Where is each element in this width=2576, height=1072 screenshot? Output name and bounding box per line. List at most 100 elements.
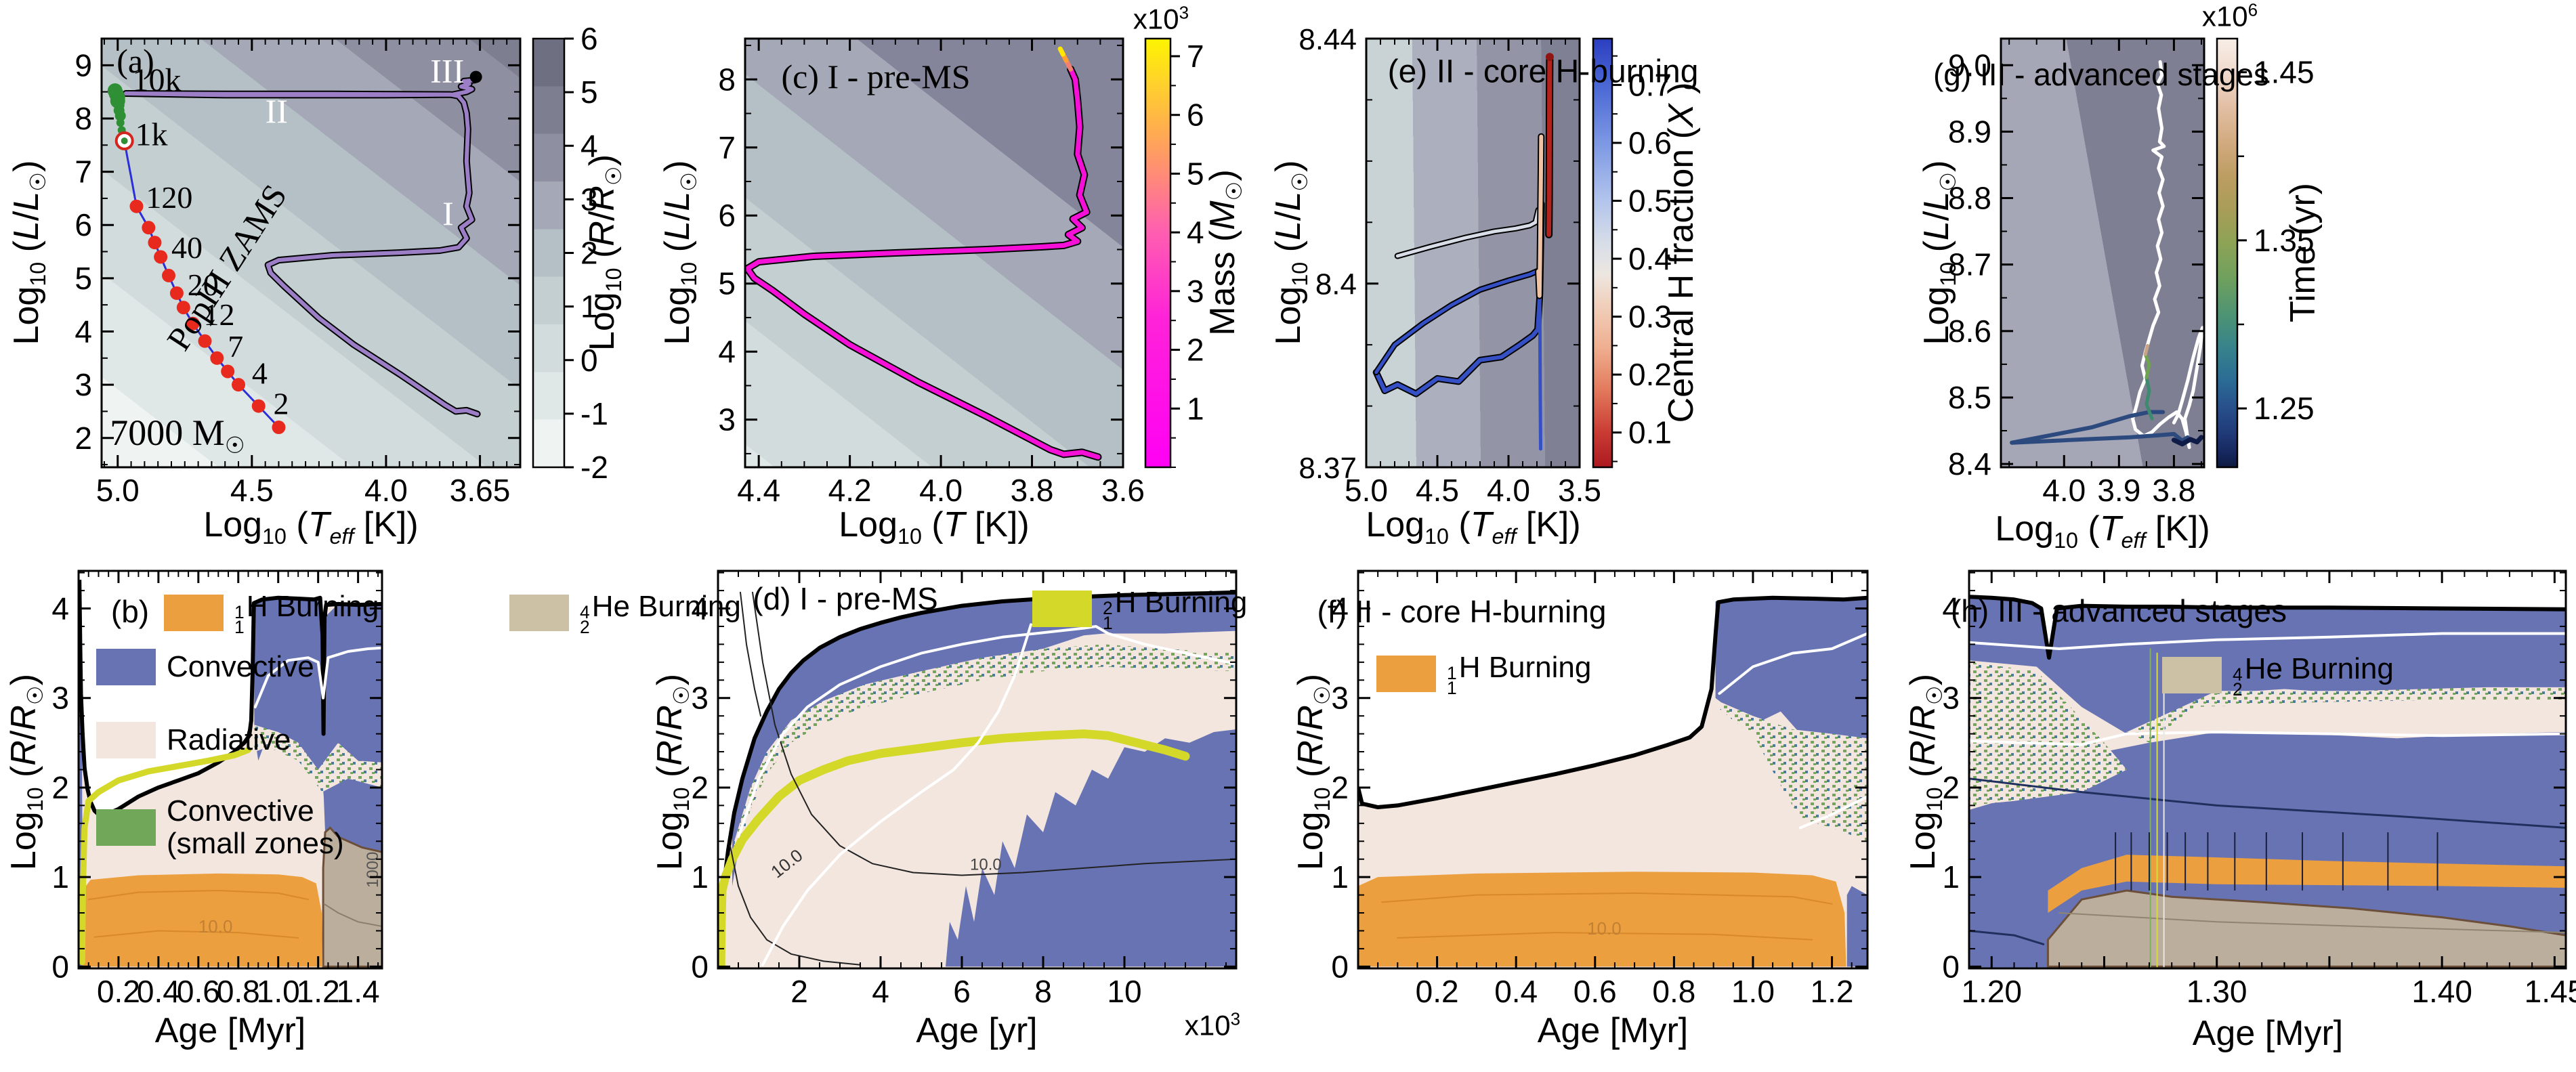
colorbar-label-hfraction: Central H fraction (X ) xyxy=(1662,82,1701,423)
colorbar-tick-label: 2 xyxy=(580,236,598,271)
panel-b-content xyxy=(79,571,382,968)
annotation: 4 xyxy=(252,356,268,391)
panel-d-title: (d) I - pre-MS xyxy=(753,581,938,616)
colorbar-e: 0.7 0.6 0.5 0.4 0.3 0.2 0.1 xyxy=(1592,37,1672,469)
panel-f: 10.0 0.2 0.4 0.6 0.8 1.0 1.2 0 1 2 3 4 xyxy=(1331,570,1869,1009)
line-d-burning-line xyxy=(79,746,251,966)
x-axis-exponent-note: x103 xyxy=(1184,1008,1241,1042)
annotation: 10k xyxy=(133,62,182,98)
legend-swatch xyxy=(509,594,569,631)
region-core-convective xyxy=(946,729,1236,967)
line-navy-contour1 xyxy=(1969,777,2566,829)
colorbar-tick-label: 2 xyxy=(1187,333,1204,368)
envelope-line xyxy=(1358,595,1867,809)
marker-zams-dot xyxy=(162,268,176,282)
colorbar-tick-label: 0.7 xyxy=(1628,67,1672,102)
y-tick-label: 8.7 xyxy=(1948,247,1991,282)
series-tan-tip xyxy=(2143,343,2149,356)
marker-zams-dot xyxy=(221,364,235,379)
panel-g-title: (g) III - advanced stages xyxy=(1933,57,2270,92)
marker-zams-dot xyxy=(272,421,286,435)
colorbar-tick-label: 0.2 xyxy=(1628,357,1672,392)
series-green-seg xyxy=(2143,352,2151,379)
panel-d-content xyxy=(718,571,1236,968)
y-axis-label-d: Log10 (R/R☉) xyxy=(650,673,694,871)
legend-swatch xyxy=(1032,590,1092,627)
line-black-contour3 xyxy=(740,591,761,717)
x-axis-label-b: Age [Myr] xyxy=(154,1011,306,1050)
x-tick-label: 3.65 xyxy=(450,473,511,508)
colorbar-tick-label: 4 xyxy=(580,128,598,163)
line-white-contour1 xyxy=(1718,632,1867,695)
annotation: 20 xyxy=(188,267,219,302)
line-white-contour2 xyxy=(1798,795,1867,830)
region-mottled-band xyxy=(1717,702,1867,842)
colorbar-tick-label: 3 xyxy=(1187,274,1204,309)
legend-item-convective: Convective xyxy=(96,649,314,685)
colorbar-tick-label: 6 xyxy=(1187,98,1204,133)
y-tick-label: 2 xyxy=(1942,770,1960,805)
y-tick-label: 1 xyxy=(51,859,69,895)
y-tick-label: 8.44 xyxy=(1298,23,1357,56)
y-tick-label: 7 xyxy=(718,130,736,165)
region-h-core xyxy=(82,873,323,967)
y-tick-label: 8 xyxy=(718,62,736,97)
line-burn-contour1 xyxy=(1381,892,1833,905)
x-tick-label: 1.0 xyxy=(1731,974,1775,1009)
y-tick-label: 0 xyxy=(1942,949,1960,984)
x-tick-label: 0.8 xyxy=(217,974,260,1009)
line-white-contour2 xyxy=(737,625,1236,838)
marker-zams-dot xyxy=(154,250,168,264)
x-tick-label: 4.0 xyxy=(919,473,963,508)
marker-zams-dot xyxy=(198,334,212,348)
colorbar-tick-label: 0.5 xyxy=(1628,184,1672,219)
panel-g: 4.0 3.9 3.8 9.0 8.9 8.8 8.7 8.6 8.5 8.4 xyxy=(1948,37,2205,508)
marker-accreting-dot xyxy=(107,83,123,99)
x-tick-label: 1.2 xyxy=(297,974,340,1009)
y-tick-label: 0 xyxy=(691,949,709,984)
x-tick-label: 2 xyxy=(790,974,808,1009)
colorbar-tick-label: 1.35 xyxy=(2254,223,2315,258)
y-tick-label: 4 xyxy=(1942,591,1960,626)
colorbar-label-radius: Log10 (R/R☉) xyxy=(582,154,627,351)
x-tick-label: 1.4 xyxy=(337,974,380,1009)
y-axis-label-e: Log10 (L/L☉) xyxy=(1268,160,1313,345)
colorbar-tick-label: 7 xyxy=(1187,39,1204,74)
y-tick-label: 1 xyxy=(1331,859,1349,895)
colorbar-tick-label: 1 xyxy=(1187,391,1204,426)
plot-frame xyxy=(1365,37,1581,469)
x-tick-label: 4.0 xyxy=(1487,473,1530,508)
x-axis-label-f: Age [Myr] xyxy=(1537,1011,1689,1050)
series-navy-line1 xyxy=(2010,410,2166,445)
x-tick-label: 1.45 xyxy=(2525,974,2576,1009)
legend-swatch xyxy=(96,722,156,758)
line-white-contour1 xyxy=(1969,632,2566,650)
legend-text: Convective xyxy=(167,650,314,684)
series-x-high-blue2 xyxy=(1374,270,1539,374)
series-teal-seg xyxy=(2145,376,2154,421)
y-tick-label: 8 xyxy=(75,101,92,136)
colorbar-exponent-note: x103 xyxy=(1133,2,1189,35)
x-tick-label: 4.0 xyxy=(364,473,408,508)
panel-b-label: (b) xyxy=(110,594,150,629)
y-axis-label-b: Log10 (R/R☉) xyxy=(3,673,48,871)
colorbar-label-mass: Mass (M☉) xyxy=(1202,169,1247,336)
y-tick-label: 5 xyxy=(75,261,92,296)
annotation: 1k xyxy=(135,116,168,152)
colorbar-gradient xyxy=(532,37,566,469)
annotation: III xyxy=(430,51,464,89)
line-navy-contour2 xyxy=(1969,930,2045,945)
y-tick-label: 3 xyxy=(1942,681,1960,716)
region-he-core xyxy=(322,826,382,968)
x-axis-label-a: Log10 (Teff [K]) xyxy=(203,505,419,549)
marker-end-dot xyxy=(469,70,482,83)
line-burn-contour1 xyxy=(87,890,309,901)
y-tick-label: 3 xyxy=(718,402,736,437)
x-tick-label: 4.0 xyxy=(2042,473,2086,508)
region-speckle-band xyxy=(734,644,1236,864)
y-tick-label: 9 xyxy=(75,47,92,83)
colorbar-tick-label: 1.45 xyxy=(2254,55,2315,90)
